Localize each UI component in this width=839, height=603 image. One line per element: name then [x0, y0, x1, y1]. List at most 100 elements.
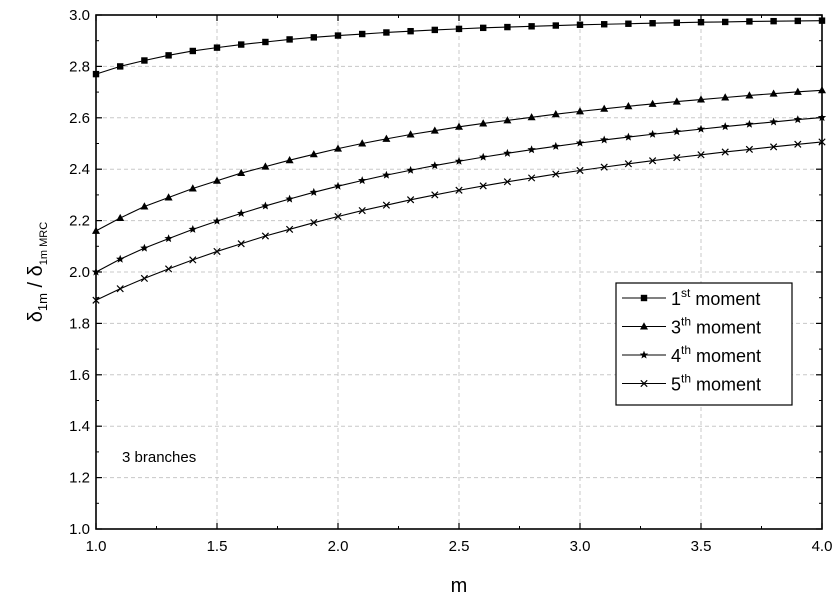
- data-point: [503, 178, 512, 186]
- data-point: [261, 201, 270, 210]
- y-axis-title-base: δ: [25, 311, 47, 322]
- data-point: [213, 176, 221, 184]
- series-2: [92, 86, 826, 234]
- legend-label: 3th moment: [671, 315, 761, 338]
- legend-marker: [640, 322, 648, 330]
- x-tick-label: 4.0: [812, 538, 833, 555]
- data-point: [262, 38, 269, 46]
- data-point: [261, 162, 270, 170]
- data-point: [334, 32, 342, 39]
- legend-entry: 4th moment: [622, 343, 761, 366]
- data-point: [600, 104, 609, 112]
- data-point: [600, 163, 608, 171]
- legend-word: moment: [691, 318, 761, 338]
- data-point: [285, 225, 294, 233]
- y-tick-label: 1.0: [69, 521, 90, 538]
- data-point: [794, 17, 801, 25]
- x-tick-label: 2.0: [328, 538, 349, 555]
- y-tick-label: 2.2: [69, 213, 90, 230]
- y-axis-title-separator: /: [25, 276, 47, 293]
- data-point: [454, 156, 464, 165]
- data-point: [383, 29, 390, 36]
- data-point: [697, 151, 705, 159]
- legend-word: moment: [690, 289, 760, 309]
- data-point: [770, 17, 777, 25]
- data-point: [696, 124, 706, 133]
- data-point: [431, 26, 438, 34]
- data-point: [745, 145, 754, 154]
- data-point: [286, 36, 293, 43]
- y-axis-title-base-2: δ: [25, 265, 47, 276]
- data-point: [310, 34, 317, 41]
- data-point: [503, 148, 512, 157]
- x-axis-title: m: [451, 575, 468, 597]
- data-point: [333, 181, 343, 190]
- legend-suffix: th: [681, 343, 691, 357]
- data-point: [793, 115, 802, 124]
- data-point: [189, 256, 197, 264]
- data-point: [746, 18, 753, 25]
- data-point: [358, 139, 367, 147]
- data-point: [624, 160, 633, 168]
- legend-ordinal: 4: [671, 346, 681, 366]
- data-point: [745, 91, 754, 99]
- data-point: [188, 184, 197, 192]
- data-point: [576, 107, 584, 115]
- data-point: [310, 219, 318, 227]
- data-point: [673, 19, 680, 26]
- data-point: [285, 194, 294, 203]
- data-point: [237, 240, 245, 248]
- data-point: [721, 93, 730, 101]
- data-point: [140, 274, 149, 283]
- data-point: [527, 174, 536, 182]
- data-point: [406, 196, 415, 204]
- legend-suffix: th: [681, 372, 691, 386]
- data-point: [624, 102, 633, 110]
- y-tick-label: 2.0: [69, 264, 90, 281]
- data-point: [649, 20, 656, 27]
- data-point: [769, 89, 778, 97]
- data-point: [479, 119, 488, 127]
- data-point: [309, 187, 318, 196]
- data-point: [528, 23, 535, 30]
- data-point: [212, 216, 222, 225]
- data-point: [552, 22, 559, 29]
- data-point: [721, 122, 730, 131]
- data-point: [479, 152, 488, 161]
- data-point: [382, 170, 391, 179]
- data-point: [430, 126, 439, 134]
- legend-marker: [639, 350, 649, 359]
- data-point: [503, 116, 512, 124]
- data-point: [164, 234, 173, 243]
- data-point: [793, 87, 802, 95]
- y-axis-title: δ1m / δ1m MRC: [25, 222, 50, 322]
- legend-label: 4th moment: [671, 343, 761, 366]
- data-point: [117, 63, 124, 70]
- data-point: [769, 117, 778, 126]
- data-point: [697, 95, 705, 103]
- data-point: [237, 168, 246, 177]
- data-point: [116, 213, 125, 222]
- data-point: [455, 122, 463, 130]
- axis-ticks: [95, 14, 823, 530]
- x-tick-label: 1.0: [86, 538, 107, 555]
- data-point: [527, 113, 536, 121]
- data-point: [213, 247, 221, 256]
- data-point: [455, 25, 463, 33]
- legend-marker: [640, 294, 648, 302]
- y-tick-label: 1.2: [69, 470, 90, 487]
- data-point: [625, 20, 632, 27]
- data-point: [552, 170, 560, 178]
- data-point: [527, 145, 536, 154]
- data-point: [261, 232, 270, 240]
- data-point: [624, 132, 633, 141]
- y-tick-label: 2.6: [69, 110, 90, 127]
- data-point: [721, 148, 729, 156]
- data-point: [455, 186, 463, 194]
- data-point: [479, 182, 487, 190]
- legend-entry: 1st moment: [622, 286, 760, 309]
- data-point: [672, 127, 681, 136]
- legend-entry: 5th moment: [622, 372, 761, 395]
- data-point: [237, 209, 246, 217]
- y-tick-label: 3.0: [69, 7, 90, 24]
